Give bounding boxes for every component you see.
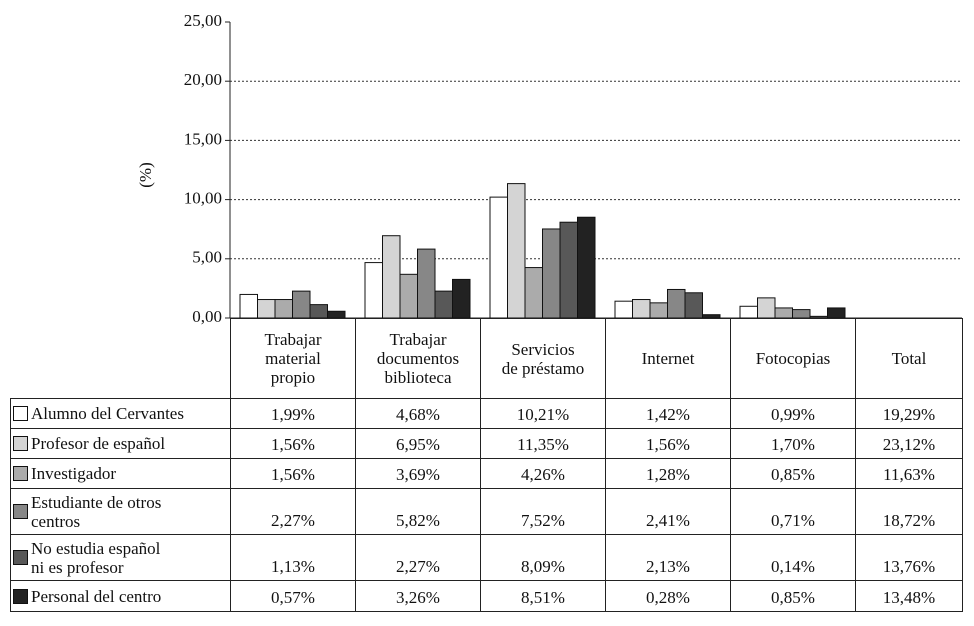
bar — [417, 248, 436, 319]
bar — [524, 267, 543, 319]
table-value: 0,57% — [230, 580, 356, 612]
bar — [382, 235, 401, 319]
bar — [309, 304, 328, 319]
table-value: 3,69% — [355, 458, 481, 489]
table-value: 8,51% — [480, 580, 606, 612]
y-tick-label: 10,00 — [184, 189, 222, 208]
y-axis-label: (%) — [136, 162, 155, 187]
bar — [257, 299, 276, 319]
table-value: 1,56% — [230, 458, 356, 489]
y-tick-label: 15,00 — [184, 129, 222, 148]
legend-swatch — [13, 406, 28, 421]
bar — [614, 300, 633, 319]
bar — [399, 273, 418, 319]
y-tick-label: 5,00 — [192, 248, 222, 267]
bar — [739, 305, 758, 319]
table-value: 1,70% — [730, 428, 856, 459]
table-total: 18,72% — [855, 488, 963, 535]
legend-entry: Estudiante de otros centros — [10, 488, 231, 535]
table-value: 2,41% — [605, 488, 731, 535]
legend-swatch — [13, 504, 28, 519]
table-value: 5,82% — [355, 488, 481, 535]
bar — [507, 183, 526, 319]
table-value: 2,13% — [605, 534, 731, 581]
table-value: 3,26% — [355, 580, 481, 612]
bar — [684, 292, 703, 319]
table-value: 0,14% — [730, 534, 856, 581]
legend-label: Personal del centro — [31, 586, 162, 606]
bar — [364, 262, 383, 319]
table-value: 6,95% — [355, 428, 481, 459]
table-value: 10,21% — [480, 398, 606, 429]
legend-entry: Personal del centro — [10, 580, 231, 612]
column-header: Fotocopias — [730, 318, 856, 399]
column-header: Trabajar material propio — [230, 318, 356, 399]
table-value: 1,42% — [605, 398, 731, 429]
legend-label: Alumno del Cervantes — [31, 404, 184, 423]
table-value: 1,56% — [230, 428, 356, 459]
bar — [792, 309, 811, 319]
bar — [667, 288, 686, 319]
legend-entry: No estudia español ni es profesor — [10, 534, 231, 581]
column-header: Trabajar documentos biblioteca — [355, 318, 481, 399]
table-total: 11,63% — [855, 458, 963, 489]
legend-label: Profesor de español — [31, 434, 166, 453]
bar — [239, 293, 258, 319]
table-value: 11,35% — [480, 428, 606, 459]
legend-entry: Investigador — [10, 458, 231, 489]
table-value: 1,99% — [230, 398, 356, 429]
legend-label: Investigador — [31, 464, 116, 483]
table-total: 13,76% — [855, 534, 963, 581]
bar — [827, 307, 846, 319]
table-value: 0,85% — [730, 458, 856, 489]
table-value: 1,13% — [230, 534, 356, 581]
y-tick-label: 20,00 — [184, 70, 222, 89]
bar — [274, 299, 293, 319]
bar — [489, 196, 508, 319]
table-value: 8,09% — [480, 534, 606, 581]
table-total: 23,12% — [855, 428, 963, 459]
bar — [327, 310, 346, 319]
table-total: 13,48% — [855, 580, 963, 612]
table-value: 1,56% — [605, 428, 731, 459]
legend-entry: Profesor de español — [10, 428, 231, 459]
legend-entry: Alumno del Cervantes — [10, 398, 231, 429]
bar — [632, 299, 651, 319]
bar — [774, 307, 793, 319]
table-value: 0,85% — [730, 580, 856, 612]
legend-label: No estudia español ni es profesor — [31, 538, 161, 577]
legend-swatch — [13, 436, 28, 451]
bar — [559, 221, 578, 319]
bar — [649, 302, 668, 319]
column-header: Internet — [605, 318, 731, 399]
bar — [452, 278, 471, 319]
column-header: Servicios de préstamo — [480, 318, 606, 399]
table-value: 4,68% — [355, 398, 481, 429]
table-value: 7,52% — [480, 488, 606, 535]
bar — [577, 216, 596, 319]
y-tick-label: 0,00 — [192, 307, 222, 326]
bar — [292, 290, 311, 319]
bar — [434, 290, 453, 319]
legend-swatch — [13, 466, 28, 481]
table-value: 2,27% — [355, 534, 481, 581]
table-value: 4,26% — [480, 458, 606, 489]
table-value: 1,28% — [605, 458, 731, 489]
legend-swatch — [13, 588, 28, 604]
bar — [542, 228, 561, 319]
table-value: 0,28% — [605, 580, 731, 612]
table-value: 0,71% — [730, 488, 856, 535]
table-total: 19,29% — [855, 398, 963, 429]
table-value: 0,99% — [730, 398, 856, 429]
table-value: 2,27% — [230, 488, 356, 535]
column-header: Total — [855, 318, 963, 399]
bar — [757, 297, 776, 319]
legend-label: Estudiante de otros centros — [31, 492, 162, 531]
y-tick-label: 25,00 — [184, 11, 222, 30]
legend-swatch — [13, 550, 28, 565]
